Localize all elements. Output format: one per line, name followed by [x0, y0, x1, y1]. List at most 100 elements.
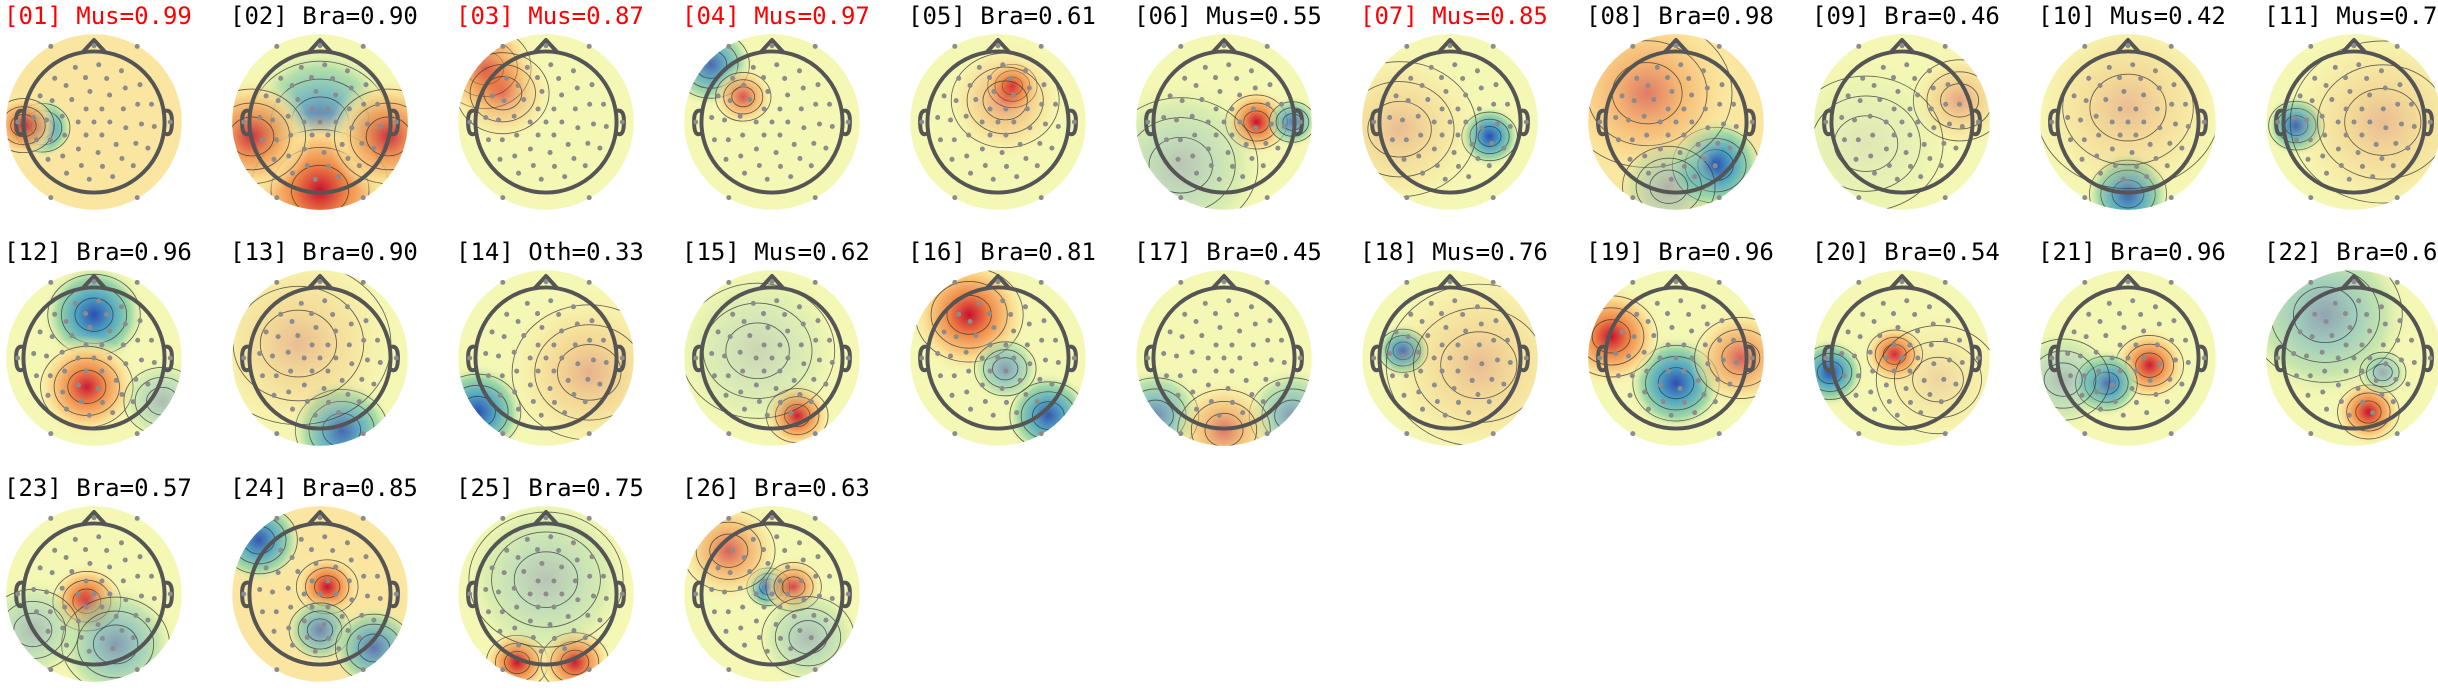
component-type: Mus [1206, 2, 1250, 30]
component-score: 0.97 [812, 2, 870, 30]
sensor-dot [301, 382, 307, 388]
topomap [6, 34, 182, 210]
sensor-dot [2308, 195, 2314, 201]
sensor-dot [1193, 318, 1199, 324]
sensor-dot [356, 399, 362, 405]
sensor-dot [1243, 377, 1249, 383]
sensor-dot [489, 565, 495, 571]
sensor-dot [2395, 337, 2401, 343]
sensor-dot [991, 88, 997, 94]
sensor-dot [83, 132, 89, 138]
sensor-dot [483, 350, 489, 357]
sensor-dot [2343, 342, 2349, 348]
contour-line [534, 324, 634, 421]
sensor-dot [1657, 146, 1663, 152]
sensor-dot [723, 628, 729, 634]
sensor-dot [1416, 153, 1422, 159]
component-score: 0.75 [586, 474, 644, 502]
sensor-dot [1839, 350, 1845, 357]
sensor-dot [82, 547, 89, 553]
sensor-dot [1705, 361, 1711, 367]
sensor-dot [130, 163, 136, 169]
sensor-dot [298, 300, 304, 306]
sensor-dot [497, 628, 503, 634]
sensor-dot [753, 119, 759, 125]
sensor-dot [788, 646, 794, 652]
sensor-dot [2125, 119, 2131, 125]
sensor-dot [49, 570, 55, 576]
sensor-dot [1921, 141, 1927, 147]
sensor-dot [952, 43, 958, 49]
sensor-dot [1438, 75, 1445, 81]
component-map-cell: [22] Bra=0.65 [2264, 238, 2438, 463]
sensor-dot [1681, 368, 1687, 374]
sensor-dot [2130, 62, 2136, 68]
sensor-dot [1689, 119, 1695, 125]
sensor-dot [815, 82, 821, 88]
sensor-dot [1720, 357, 1726, 363]
nose-outline [533, 273, 559, 290]
component-score: 0.81 [1038, 238, 1096, 266]
sensor-dot [2380, 342, 2386, 348]
sensor-dot [547, 622, 553, 628]
sensor-dot [1915, 92, 1921, 98]
sensor-dot [64, 642, 70, 648]
sensor-dot [999, 386, 1005, 392]
sensor-dot [535, 132, 541, 138]
activation-blob [1588, 284, 1664, 389]
sensor-dot [2144, 174, 2150, 180]
sensor-dot [134, 515, 140, 521]
sensor-dot [1011, 355, 1017, 361]
sensor-dot [521, 97, 527, 103]
component-label: [07] Mus=0.85 [1360, 2, 1548, 30]
sensor-dot [1042, 357, 1048, 363]
sensor-dot [309, 106, 315, 112]
sensor-dot [259, 609, 266, 615]
sensor-dot [548, 534, 554, 540]
sensor-dot [521, 333, 527, 339]
sensor-dot [582, 635, 588, 641]
sensor-dot [1645, 82, 1651, 88]
sensor-dot [801, 125, 807, 131]
sensor-dot [798, 342, 804, 348]
sensor-dot [982, 398, 988, 405]
sensor-dot [1418, 132, 1424, 138]
sensor-dot [753, 618, 759, 624]
sensor-dot [2083, 334, 2089, 340]
sensor-dot [1877, 97, 1883, 103]
sensor-dot [2351, 119, 2357, 125]
sensor-dot [78, 634, 84, 641]
sensor-dot [1216, 176, 1222, 182]
sensor-dot [512, 389, 518, 395]
sensor-dot [737, 113, 743, 119]
sensor-dot [308, 75, 315, 81]
sensor-dot [1730, 101, 1737, 107]
sensor-dot [530, 398, 536, 405]
component-label: [26] Bra=0.63 [682, 474, 870, 502]
sensor-dot [1275, 381, 1281, 387]
sensor-dot [1903, 386, 1909, 392]
sensor-dot [845, 591, 851, 597]
sensor-dot [270, 353, 276, 359]
sensor-dot [586, 667, 592, 673]
sensor-dot [2324, 170, 2330, 176]
sensor-dot [346, 106, 352, 112]
sensor-dot [586, 43, 592, 49]
sensor-dot [1439, 368, 1445, 374]
sensor-dot [575, 361, 581, 367]
sensor-dot [1192, 132, 1198, 138]
sensor-dot [1037, 376, 1043, 382]
sensor-dot [740, 368, 746, 374]
sensor-dot [1014, 410, 1020, 416]
sensor-dot [2133, 163, 2140, 169]
sensor-dot [1400, 353, 1406, 359]
component-index: [08] [1586, 2, 1644, 30]
sensor-dot [167, 119, 173, 125]
component-score: 0.54 [1942, 238, 2000, 266]
sensor-dot [1041, 82, 1047, 88]
sensor-dot [1681, 106, 1687, 112]
nose-outline [81, 509, 107, 526]
sensor-dot [274, 195, 280, 201]
sensor-dot [1630, 43, 1636, 49]
sensor-dot [499, 137, 505, 143]
